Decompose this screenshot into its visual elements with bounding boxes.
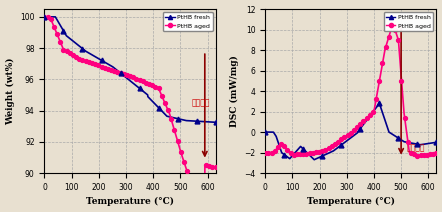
Text: 발열반응: 발열반응 xyxy=(407,143,425,152)
Y-axis label: DSC (mW/mg): DSC (mW/mg) xyxy=(229,55,239,127)
X-axis label: Temperature (°C): Temperature (°C) xyxy=(307,197,395,206)
Legend: PtHB fresh, PtHB aged: PtHB fresh, PtHB aged xyxy=(384,12,433,31)
Legend: PtHB fresh, PtHB aged: PtHB fresh, PtHB aged xyxy=(163,12,213,31)
Text: 웨계감소: 웨계감소 xyxy=(192,98,210,107)
Y-axis label: Weight (wt%): Weight (wt%) xyxy=(6,57,15,125)
X-axis label: Temperature (°C): Temperature (°C) xyxy=(86,197,174,206)
